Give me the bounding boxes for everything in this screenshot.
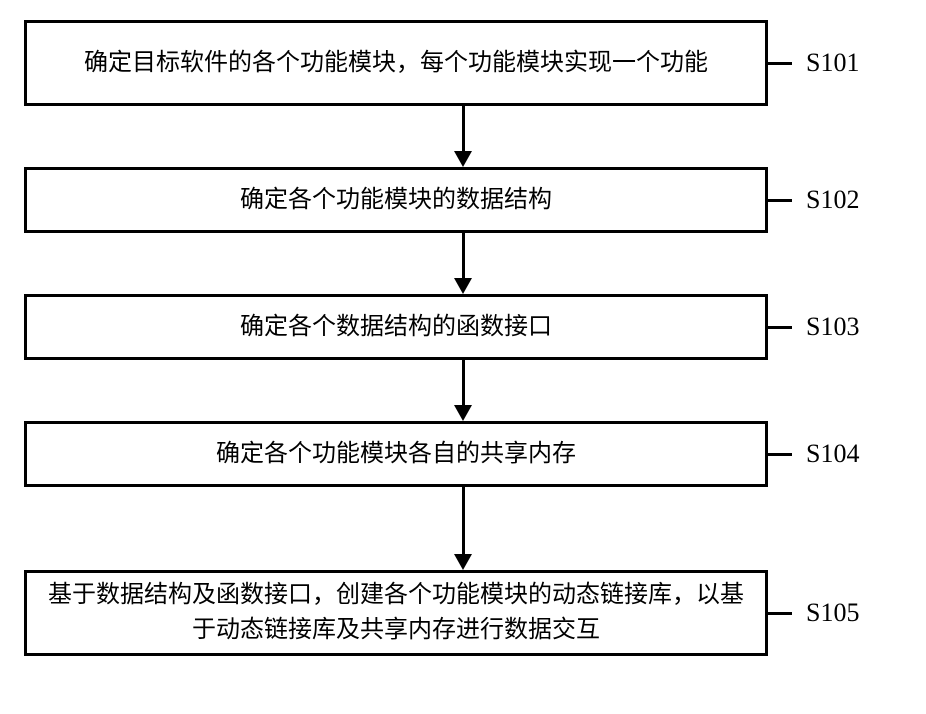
arrow-shaft <box>462 233 465 279</box>
arrow-head-icon <box>454 278 472 294</box>
arrow-down <box>454 360 472 421</box>
step-row: 确定各个功能模块的数据结构 S102 <box>24 167 902 233</box>
arrow-down <box>454 487 472 570</box>
connector-line <box>768 199 792 202</box>
step-label-s105: S105 <box>806 598 859 628</box>
connector-line <box>768 62 792 65</box>
arrow-head-icon <box>454 554 472 570</box>
step-row: 基于数据结构及函数接口，创建各个功能模块的动态链接库，以基于动态链接库及共享内存… <box>24 570 902 656</box>
arrow-shaft <box>462 360 465 406</box>
connector-line <box>768 612 792 615</box>
step-row: 确定各个功能模块各自的共享内存 S104 <box>24 421 902 487</box>
flow-node-s104: 确定各个功能模块各自的共享内存 <box>24 421 768 487</box>
connector-line <box>768 453 792 456</box>
connector-line <box>768 326 792 329</box>
flow-node-s105: 基于数据结构及函数接口，创建各个功能模块的动态链接库，以基于动态链接库及共享内存… <box>24 570 768 656</box>
arrow-shaft <box>462 487 465 555</box>
flow-node-s103: 确定各个数据结构的函数接口 <box>24 294 768 360</box>
arrow-head-icon <box>454 405 472 421</box>
step-label-s104: S104 <box>806 439 859 469</box>
arrow-down <box>454 106 472 167</box>
arrow-shaft <box>462 106 465 152</box>
step-row: 确定目标软件的各个功能模块，每个功能模块实现一个功能 S101 <box>24 20 902 106</box>
flow-node-s101: 确定目标软件的各个功能模块，每个功能模块实现一个功能 <box>24 20 768 106</box>
arrow-head-icon <box>454 151 472 167</box>
flow-node-s102: 确定各个功能模块的数据结构 <box>24 167 768 233</box>
flowchart-container: 确定目标软件的各个功能模块，每个功能模块实现一个功能 S101 确定各个功能模块… <box>24 20 902 656</box>
step-label-s103: S103 <box>806 312 859 342</box>
step-label-s101: S101 <box>806 48 859 78</box>
step-label-s102: S102 <box>806 185 859 215</box>
arrow-down <box>454 233 472 294</box>
step-row: 确定各个数据结构的函数接口 S103 <box>24 294 902 360</box>
